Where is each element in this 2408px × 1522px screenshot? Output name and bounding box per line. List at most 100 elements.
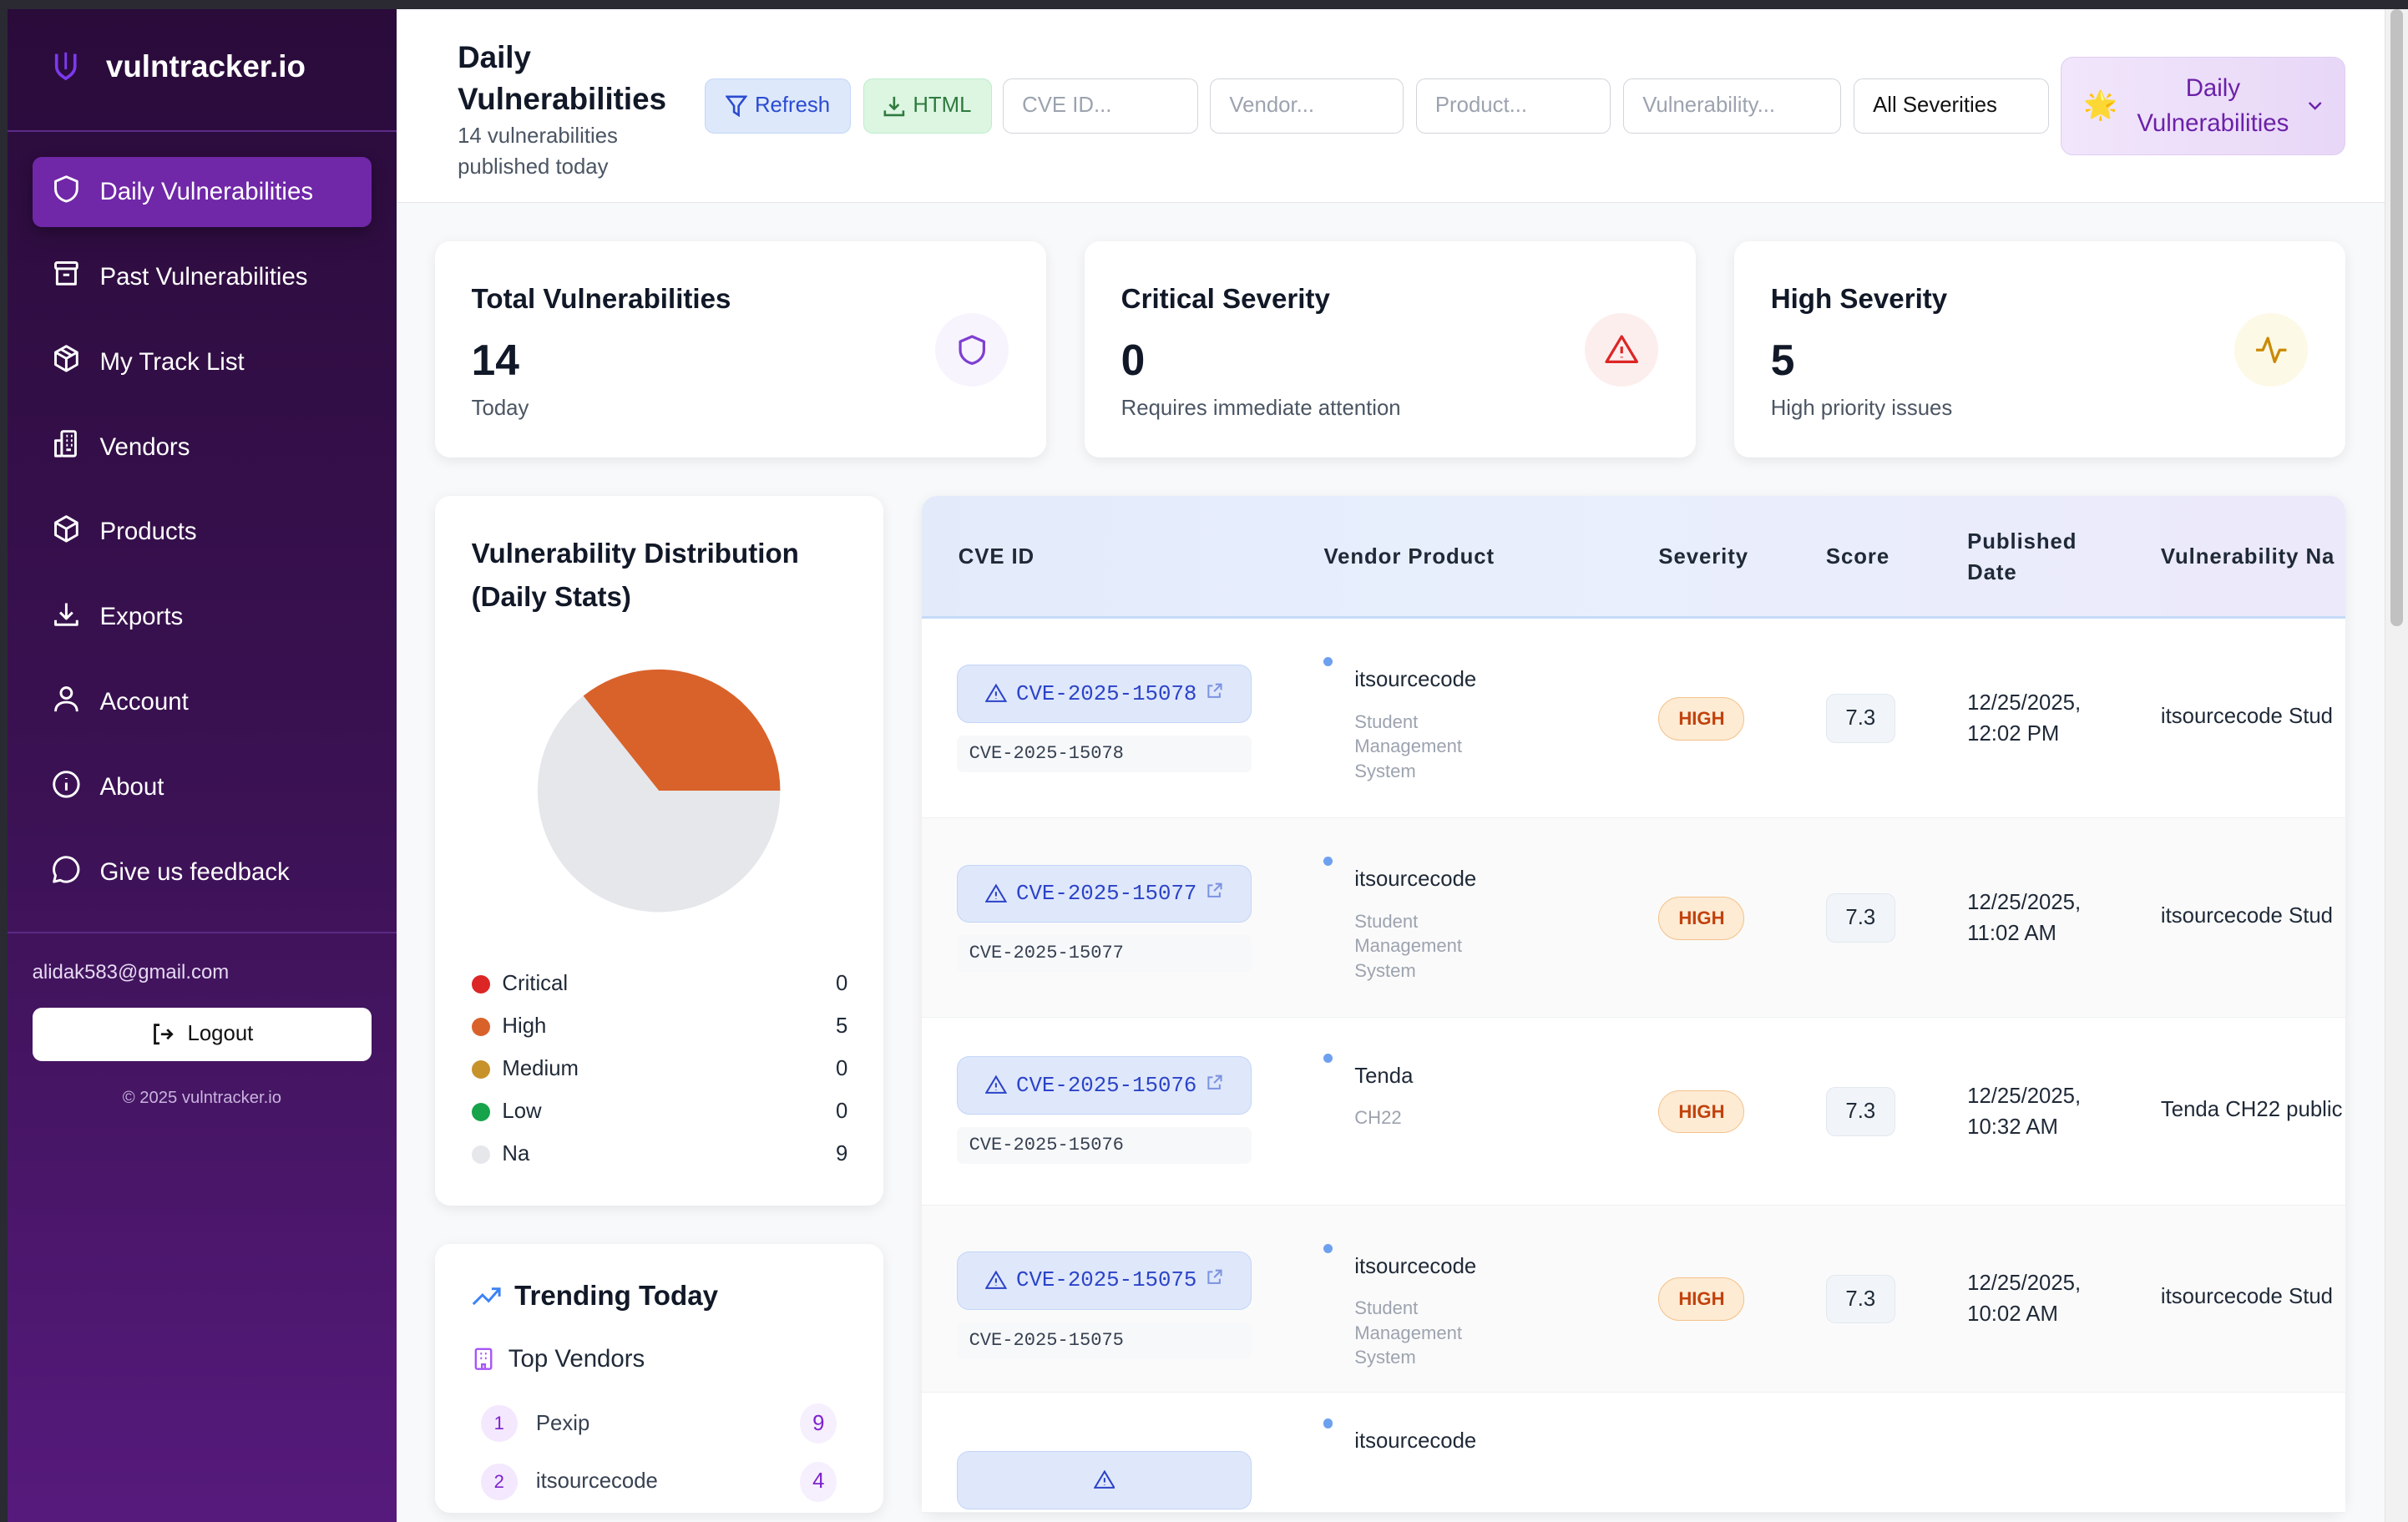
alert-triangle-icon	[1093, 1469, 1115, 1489]
pie-chart	[537, 669, 781, 913]
legend-count: 0	[835, 1100, 848, 1124]
vendor-name[interactable]: Tenda	[1354, 1064, 1414, 1088]
alert-triangle-icon	[985, 1075, 1007, 1095]
product-name: Student Management System	[1354, 710, 1463, 781]
vendor-count: 9	[800, 1403, 837, 1444]
stat-card: Total Vulnerabilities 14 Today	[434, 240, 1046, 458]
stat-value: 14	[471, 335, 519, 384]
sidebar-item-products[interactable]: Products	[33, 497, 372, 568]
legend-item-medium: Medium 0	[471, 1057, 847, 1081]
trending-title: Trending Today	[514, 1280, 719, 1312]
logout-button[interactable]: Logout	[32, 1007, 372, 1061]
vulnerability-name: itsourcecode Stud	[2160, 904, 2334, 928]
column-header[interactable]: Severity	[1658, 545, 1748, 569]
vendor-name[interactable]: itsourcecode	[1354, 1429, 1477, 1454]
vendor-name[interactable]: itsourcecode	[1354, 1254, 1477, 1278]
sidebar-item-give-us-feedback[interactable]: Give us feedback	[33, 837, 372, 908]
legend-label: Medium	[502, 1057, 579, 1081]
product-input[interactable]	[1415, 78, 1611, 134]
legend-item-na: Na 9	[471, 1142, 847, 1166]
sidebar-item-about[interactable]: About	[33, 752, 372, 823]
sidebar-item-label: About	[99, 773, 164, 801]
column-header[interactable]: Vulnerability Na	[2160, 545, 2335, 569]
legend-dot	[471, 974, 490, 994]
scrollbar[interactable]	[2385, 9, 2408, 1522]
external-link-icon	[1206, 1268, 1222, 1292]
product-name: CH22	[1354, 1107, 1402, 1129]
table-row: CVE-2025-15075 CVE-2025-15075 itsourcecode…	[921, 1205, 2345, 1393]
legend-dot	[471, 1145, 490, 1164]
severity-badge: HIGH	[1658, 1277, 1745, 1321]
vulnerability-table: CVE ID Vendor Product Severity Score Publish…	[921, 496, 2345, 1513]
column-header[interactable]: CVE ID	[958, 545, 1035, 569]
pie-slice-high[interactable]	[583, 669, 781, 791]
sidebar-item-daily-vulnerabilities[interactable]: Daily Vulnerabilities	[32, 156, 372, 228]
legend-item-high: High 5	[471, 1014, 848, 1039]
mode-label: Daily Vulnerabilities	[2137, 73, 2289, 137]
legend-label: Na	[502, 1142, 530, 1166]
stat-subtitle: Today	[471, 396, 529, 420]
vendor-input[interactable]	[1210, 78, 1404, 134]
column-header[interactable]: Vendor Product	[1323, 545, 1495, 569]
cve-id-secondary: CVE-2025-15078	[956, 736, 1252, 773]
cve-link-button[interactable]	[956, 1451, 1252, 1509]
activity-icon	[2234, 313, 2309, 387]
stat-title: Critical Severity	[1121, 284, 1330, 316]
cve-link-button[interactable]: CVE-2025-15078	[956, 665, 1252, 724]
stat-title: High Severity	[1770, 284, 1948, 316]
alert-triangle-icon	[985, 883, 1007, 903]
vendor-count: 4	[800, 1462, 837, 1502]
legend-count: 5	[835, 1014, 848, 1039]
pie-slice-na[interactable]	[537, 695, 781, 913]
sidebar-item-label: Exports	[99, 603, 184, 631]
vendor-name: itsourcecode	[535, 1469, 658, 1494]
stat-subtitle: Requires immediate attention	[1121, 396, 1401, 420]
vendor-name[interactable]: itsourcecode	[1354, 867, 1477, 892]
sidebar-item-label: Past Vulnerabilities	[99, 262, 308, 291]
vendor-rank: 1	[480, 1404, 518, 1443]
sidebar-item-vendors[interactable]: Vendors	[33, 412, 372, 483]
building-icon	[51, 428, 82, 466]
scrollbar-thumb[interactable]	[2390, 9, 2403, 627]
top-vendor-item[interactable]: 2 itsourcecode 4	[480, 1462, 837, 1502]
severity-badge: HIGH	[1658, 897, 1745, 940]
sidebar-item-label: Vendors	[99, 432, 190, 461]
cve-link-button[interactable]: CVE-2025-15076	[956, 1056, 1252, 1115]
refresh-button[interactable]: Refresh	[705, 78, 851, 134]
sidebar-item-past-vulnerabilities[interactable]: Past Vulnerabilities	[33, 242, 372, 313]
window-top-bar	[0, 0, 2408, 10]
cve-id-secondary: CVE-2025-15077	[956, 935, 1252, 973]
logo-shield-icon	[55, 53, 77, 81]
html-export-button[interactable]: HTML	[863, 78, 993, 134]
distribution-card: Vulnerability Distribution (Daily Stats)…	[434, 496, 883, 1206]
external-link-icon	[1206, 1074, 1222, 1098]
info-icon	[51, 769, 82, 807]
severity-select[interactable]: All Severities	[1854, 78, 2049, 134]
main-content: Daily Vulnerabilities 14 vulnerabilities…	[396, 9, 2385, 1522]
page-title: Daily Vulnerabilities	[458, 40, 667, 116]
logo[interactable]: vulntracker.io	[53, 49, 306, 84]
vulnerability-input[interactable]	[1623, 78, 1842, 134]
vendor-dot-icon	[1323, 657, 1333, 667]
cve-link-button[interactable]: CVE-2025-15077	[956, 864, 1252, 923]
cve-link-button[interactable]: CVE-2025-15075	[956, 1251, 1252, 1310]
trending-up-icon	[472, 1287, 501, 1306]
user-icon	[51, 684, 82, 721]
published-date-day: 12/25/2025,	[1967, 891, 2082, 915]
column-header[interactable]: Published Date	[1967, 529, 2077, 584]
severity-badge: HIGH	[1658, 697, 1745, 741]
sidebar-item-exports[interactable]: Exports	[33, 582, 372, 653]
sidebar-item-my-track-list[interactable]: My Track List	[33, 326, 372, 397]
package-icon	[51, 343, 82, 381]
sidebar-item-account[interactable]: Account	[33, 667, 372, 738]
message-icon	[51, 854, 82, 892]
mode-dropdown[interactable]: 🌟 Daily Vulnerabilities	[2061, 57, 2345, 155]
box-icon	[51, 513, 82, 551]
vendor-name[interactable]: itsourcecode	[1354, 668, 1477, 692]
stat-title: Total Vulnerabilities	[471, 284, 731, 316]
column-header[interactable]: Score	[1825, 545, 1890, 569]
top-vendor-item[interactable]: 1 Pexip 9	[480, 1403, 837, 1444]
vulnerability-name: itsourcecode Stud	[2160, 1285, 2334, 1309]
cve-id-input[interactable]	[1003, 78, 1198, 134]
